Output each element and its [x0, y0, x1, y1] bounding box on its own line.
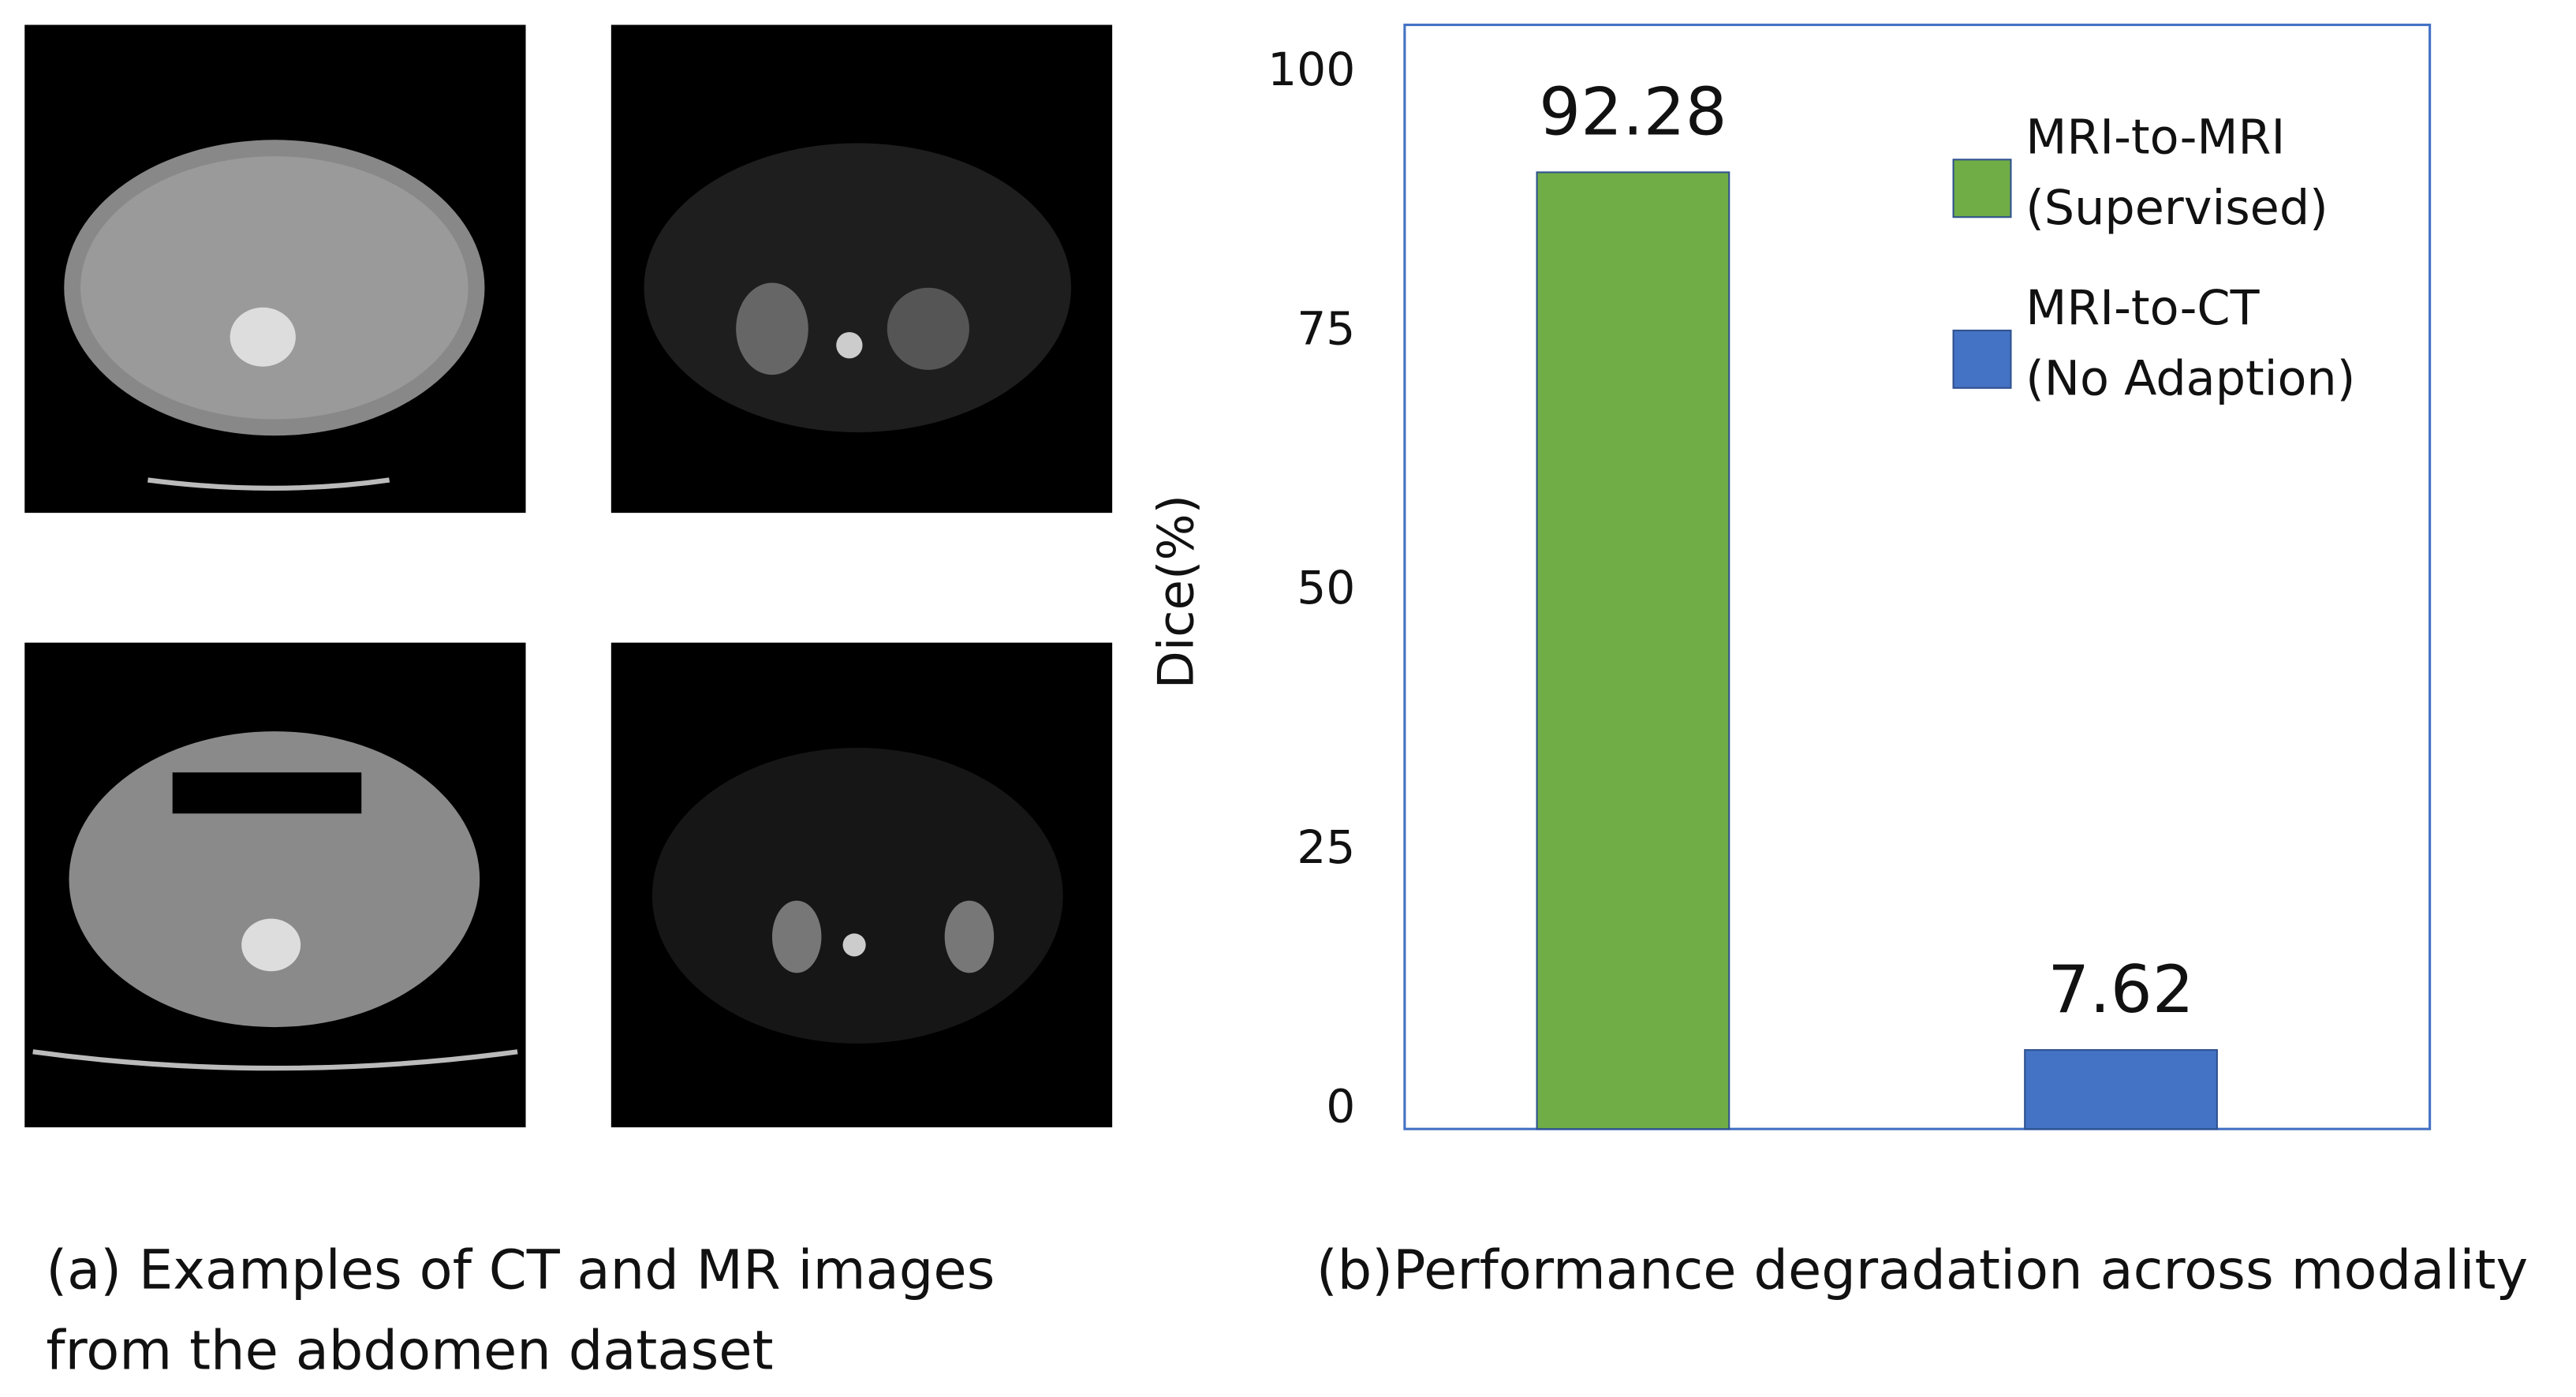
mr-image [610, 24, 1113, 514]
y-tick-label: 0 [1326, 1079, 1355, 1133]
legend-swatch [1952, 329, 2012, 389]
caption-line: from the abdomen dataset [46, 1320, 773, 1383]
y-tick-label: 100 [1267, 43, 1355, 96]
ct-image [24, 642, 526, 1128]
legend-label: MRI-to-CT (No Adaption) [2025, 281, 2355, 407]
value-label: 92.28 [1539, 74, 1727, 151]
ct-image [24, 24, 526, 514]
legend-label: MRI-to-MRI (Supervised) [2025, 110, 2328, 236]
value-label: 7.62 [2048, 951, 2193, 1028]
caption-line: (a) Examples of CT and MR images [46, 1239, 995, 1302]
bar [1536, 171, 1730, 1130]
plot-frame [1403, 23, 2432, 1130]
y-tick-label: 50 [1297, 561, 1355, 614]
y-tick-label: 25 [1297, 820, 1355, 874]
bar [2024, 1049, 2218, 1130]
mr-image [610, 642, 1113, 1128]
y-axis-label: Dice(%) [1148, 495, 1205, 689]
y-tick-label: 75 [1297, 302, 1355, 356]
legend-swatch [1952, 159, 2012, 219]
chart-caption: (b)Performance degradation across modali… [1316, 1239, 2528, 1302]
